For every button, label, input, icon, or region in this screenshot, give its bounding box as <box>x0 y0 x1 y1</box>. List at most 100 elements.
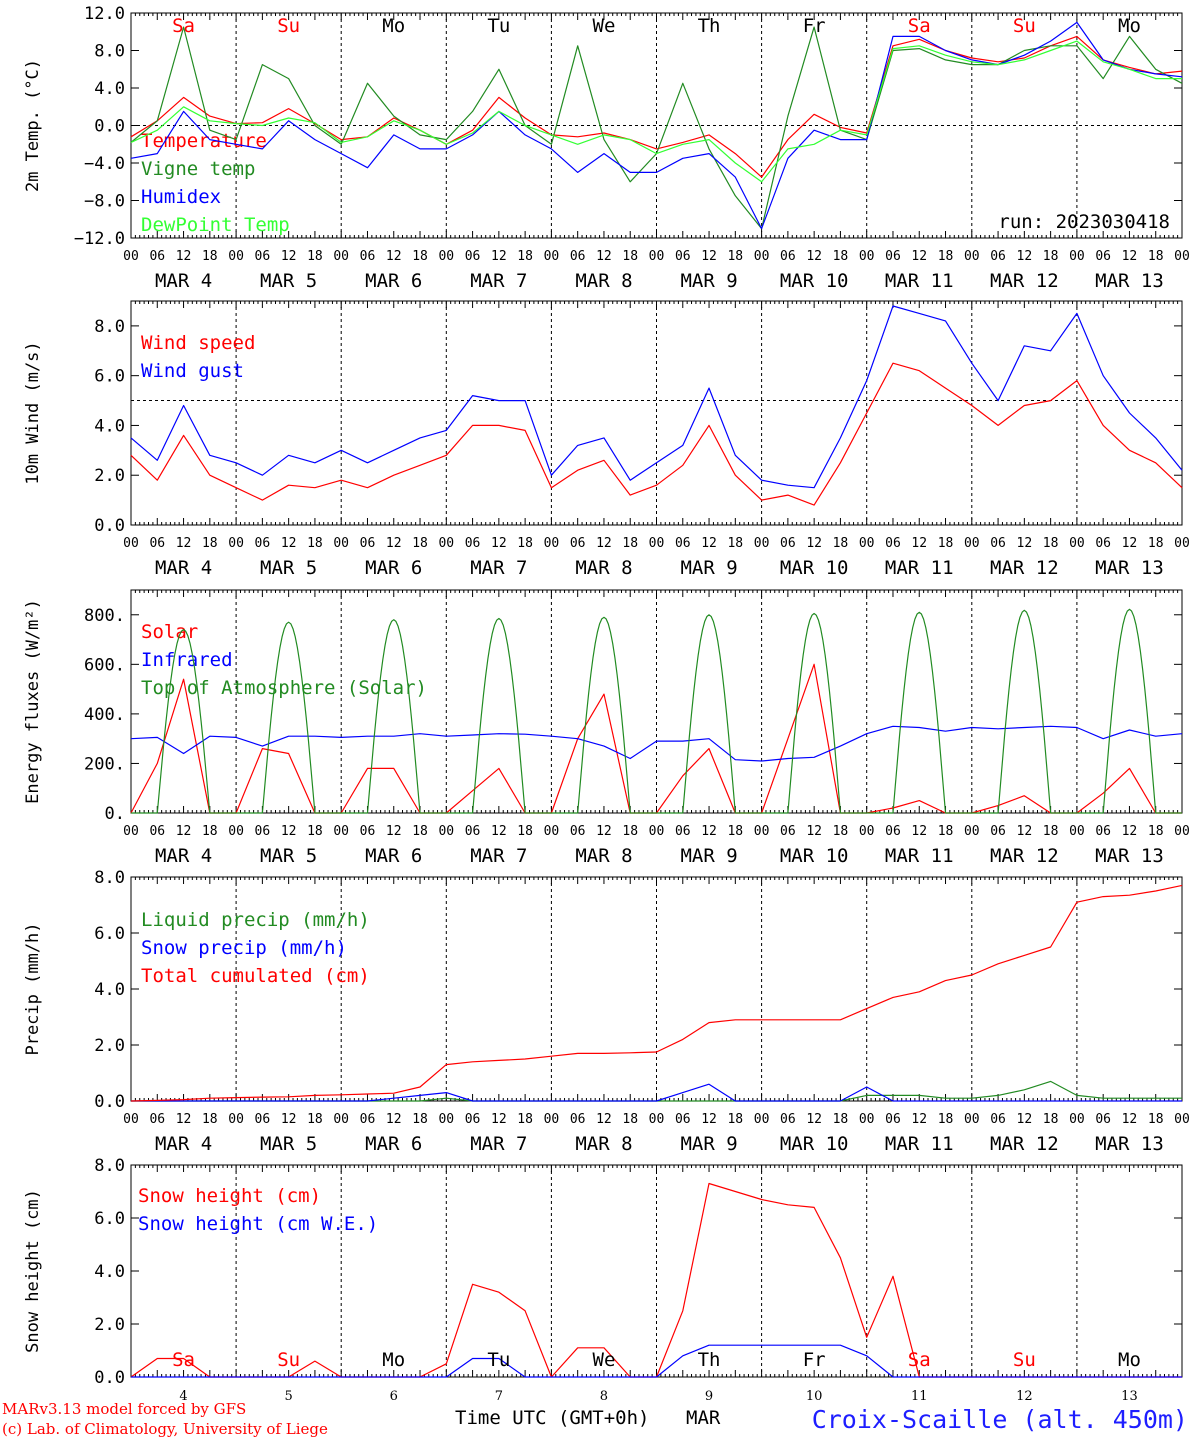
x-axis-title: Time UTC (GMT+0h) <box>455 1407 649 1429</box>
day-label: MAR 9 <box>680 845 737 867</box>
hour-label: 12 <box>701 1112 717 1127</box>
series-line-2 <box>130 725 1183 762</box>
hour-label: 00 <box>1174 1112 1190 1127</box>
hour-label: 12 <box>1122 824 1138 839</box>
hour-label: 12 <box>176 249 192 264</box>
hour-label: 18 <box>412 536 428 551</box>
hour-label: 18 <box>1148 1112 1164 1127</box>
date-number: 10 <box>806 1389 823 1404</box>
hour-label: 00 <box>123 824 139 839</box>
hour-label: 18 <box>833 824 849 839</box>
y-axis-label: 10m Wind (m/s) <box>23 341 43 484</box>
hour-label: 12 <box>281 536 297 551</box>
day-label: MAR 9 <box>680 1133 737 1155</box>
series-line-3 <box>130 21 1183 230</box>
hour-label: 12 <box>386 536 402 551</box>
series-line-4 <box>130 40 1182 183</box>
hour-label: 18 <box>1148 536 1164 551</box>
hour-label: 18 <box>622 1112 638 1127</box>
hour-label: 12 <box>491 536 507 551</box>
day-label: MAR 10 <box>780 557 849 579</box>
hour-label: 00 <box>1174 536 1190 551</box>
hour-label: 12 <box>386 249 402 264</box>
hour-label: 18 <box>517 1112 533 1127</box>
hour-label: 18 <box>202 824 218 839</box>
hour-label: 18 <box>307 249 323 264</box>
hour-label: 12 <box>911 536 927 551</box>
hour-label: 12 <box>1017 824 1033 839</box>
legend-entry: Vigne temp <box>141 158 255 180</box>
hour-label: 18 <box>412 249 428 264</box>
hour-label: 06 <box>570 249 586 264</box>
y-tick-label: 8.0 <box>94 42 125 62</box>
hour-label: 18 <box>622 249 638 264</box>
hour-label: 18 <box>833 1112 849 1127</box>
legend-entry: DewPoint Temp <box>141 214 290 236</box>
hour-label: 00 <box>754 536 770 551</box>
weekday-label: Su <box>1013 15 1036 37</box>
hour-label: 18 <box>412 824 428 839</box>
hour-label: 18 <box>938 824 954 839</box>
run-label: run: 2023030418 <box>998 211 1170 233</box>
hour-label: 18 <box>202 249 218 264</box>
hour-label: 18 <box>727 536 743 551</box>
series-line-2 <box>131 1344 1182 1378</box>
hour-label: 12 <box>596 536 612 551</box>
weekday-label: We <box>593 1349 616 1371</box>
hour-label: 12 <box>281 249 297 264</box>
y-tick-label: 8.0 <box>94 868 125 888</box>
hour-label: 12 <box>701 536 717 551</box>
hour-label: 18 <box>727 824 743 839</box>
day-label: MAR 12 <box>990 270 1059 292</box>
hour-label: 00 <box>859 249 875 264</box>
hour-label: 18 <box>1148 824 1164 839</box>
legend-entry: Temperature <box>141 130 267 152</box>
y-tick-label: 12.0 <box>84 4 125 24</box>
hour-label: 18 <box>1148 249 1164 264</box>
hour-label: 18 <box>1043 536 1059 551</box>
hour-label: 06 <box>1095 1112 1111 1127</box>
day-label: MAR 9 <box>680 270 737 292</box>
weekday-label: Su <box>277 15 300 37</box>
hour-label: 00 <box>1069 249 1085 264</box>
hour-label: 12 <box>806 249 822 264</box>
day-label: MAR 7 <box>470 270 527 292</box>
hour-label: 00 <box>859 1112 875 1127</box>
y-tick-label: 600. <box>84 655 125 675</box>
hour-label: 12 <box>596 824 612 839</box>
series-line-2 <box>130 305 1183 489</box>
hour-label: 12 <box>386 824 402 839</box>
y-tick-label: 400. <box>84 705 125 725</box>
y-tick-label: 0.0 <box>94 516 125 536</box>
legend-entry: Humidex <box>141 186 221 208</box>
hour-label: 00 <box>859 824 875 839</box>
y-axis-label: 2m Temp. (°C) <box>23 59 43 192</box>
day-label: MAR 6 <box>365 1133 422 1155</box>
day-label: MAR 11 <box>885 1133 954 1155</box>
weekday-label: Tu <box>487 1349 510 1371</box>
panel-5: 8.0 6.0 4.0 2.0 0.0 Snow height (cm) Snow heig… <box>23 1156 1183 1404</box>
y-tick-label: 4.0 <box>94 416 125 436</box>
hour-label: 06 <box>570 1112 586 1127</box>
weekday-label: Sa <box>172 1349 195 1371</box>
hour-label: 18 <box>517 249 533 264</box>
hour-label: 12 <box>1017 249 1033 264</box>
hour-label: 00 <box>649 249 665 264</box>
hour-label: 06 <box>1095 824 1111 839</box>
hour-label: 00 <box>544 249 560 264</box>
lab-credit: (c) Lab. of Climatology, University of L… <box>2 1420 328 1438</box>
model-credit: MARv3.13 model forced by GFS <box>2 1400 246 1418</box>
legend-entry: Wind speed <box>141 332 255 354</box>
x-axis-month: MAR <box>686 1407 721 1429</box>
hour-label: 06 <box>149 1112 165 1127</box>
day-label: MAR 4 <box>155 1133 212 1155</box>
hour-label: 18 <box>202 536 218 551</box>
series-line-3 <box>130 884 1183 1102</box>
date-number: 4 <box>179 1389 187 1404</box>
hour-label: 12 <box>911 1112 927 1127</box>
hour-label: 12 <box>701 824 717 839</box>
hour-label: 18 <box>1043 824 1059 839</box>
hour-label: 12 <box>806 1112 822 1127</box>
hour-label: 00 <box>123 249 139 264</box>
y-tick-label: 2.0 <box>94 466 125 486</box>
